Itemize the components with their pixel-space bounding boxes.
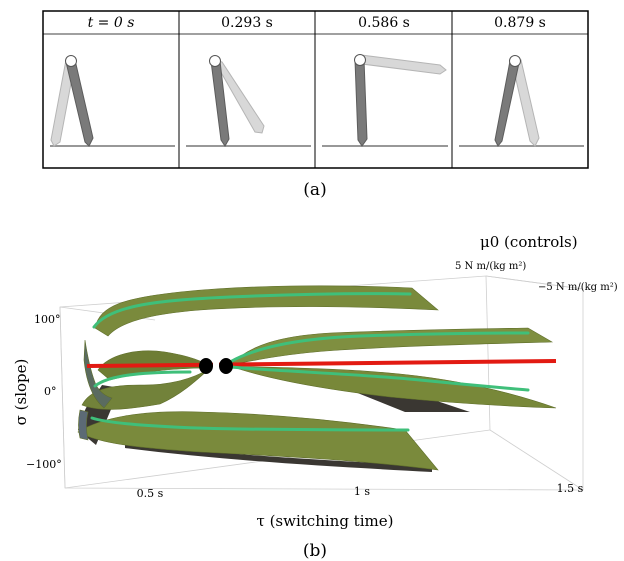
y-tick-1: 100° [34,313,61,326]
walker-frame-3 [354,54,447,147]
walker-frame-4 [494,55,540,147]
stance-leg [494,60,520,147]
x-tick-3: 1.5 s [557,482,584,495]
depth-tick-1: 5 N m/(kg m²) [455,261,526,272]
swing-leg [360,54,447,75]
x-tick-2: 1 s [354,485,370,498]
hip-joint [509,55,521,67]
limit-cycle-curves [90,292,530,432]
frame-label-4: 0.879 s [494,15,546,31]
walker-frame-1 [50,55,94,147]
x-tick-1: 0.5 s [137,487,164,500]
curve-bottom [90,416,410,432]
hip-joint [209,55,221,67]
x-axis-label: τ (switching time) [257,512,394,530]
curve-lower-left [93,370,192,388]
stance-leg [65,59,94,147]
y-tick-3: −100° [26,458,62,471]
curve-upper-right [228,331,530,364]
curve-lower-right [228,365,530,392]
fixed-point-right [219,358,233,374]
frame-label-3: 0.586 s [358,15,410,31]
y-tick-2: 0° [44,385,57,398]
caption-a: (a) [303,180,326,200]
frame-label-1: t = 0 s [88,15,135,31]
hip-joint [354,54,366,66]
trajectory-line [86,359,557,368]
fixed-points [199,358,233,374]
stability-surface [77,285,557,471]
depth-axis-label: μ0 (controls) [480,233,578,251]
panel-b: 100° 0° −100° 0.5 s 1 s 1.5 s 5 N m/(kg … [12,233,618,561]
fixed-point-left [199,358,213,374]
frame-label-2: 0.293 s [221,15,273,31]
caption-b: (b) [303,541,327,561]
fixed-point-gap [213,360,219,372]
hip-joint [65,55,77,67]
y-axis-label: σ (slope) [12,359,30,426]
stance-leg [354,59,368,147]
panel-a: t = 0 s 0.293 s 0.586 s 0.879 s [42,10,589,200]
curve-top [92,292,412,329]
walker-frame-2 [209,55,265,147]
depth-tick-2: −5 N m/(kg m²) [538,282,618,293]
